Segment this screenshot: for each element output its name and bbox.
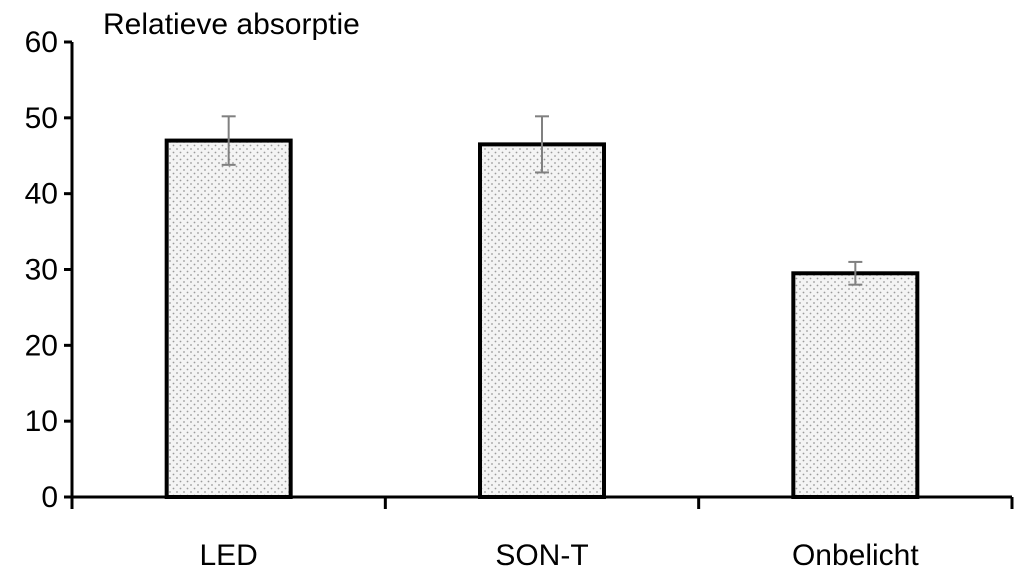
y-tick-label: 20: [25, 329, 58, 362]
y-tick-label: 30: [25, 254, 58, 287]
error-bars: [221, 115, 863, 286]
y-tick-label: 10: [25, 405, 58, 438]
bars: [164, 138, 920, 499]
y-tick-label: 40: [25, 178, 58, 211]
y-axis-label: Relatieve absorptie: [103, 8, 360, 41]
y-tick-label: 50: [25, 102, 58, 135]
error-bar: [535, 115, 549, 174]
x-category-label: SON-T: [495, 539, 588, 572]
x-category-label: Onbelicht: [792, 539, 919, 572]
bar-led: [164, 138, 293, 499]
x-axis-ticks: LED SON-T Onbelicht: [70, 497, 1014, 572]
bar-onbelicht: [791, 271, 920, 499]
bar-son-t: [478, 142, 606, 499]
error-bar: [221, 115, 236, 166]
y-tick-label: 60: [25, 26, 58, 59]
y-axis-ticks: 0 10 20 30 40 50 60: [25, 26, 72, 514]
x-category-label: LED: [199, 539, 257, 572]
error-bar: [848, 260, 863, 286]
y-tick-label: 0: [41, 481, 58, 514]
